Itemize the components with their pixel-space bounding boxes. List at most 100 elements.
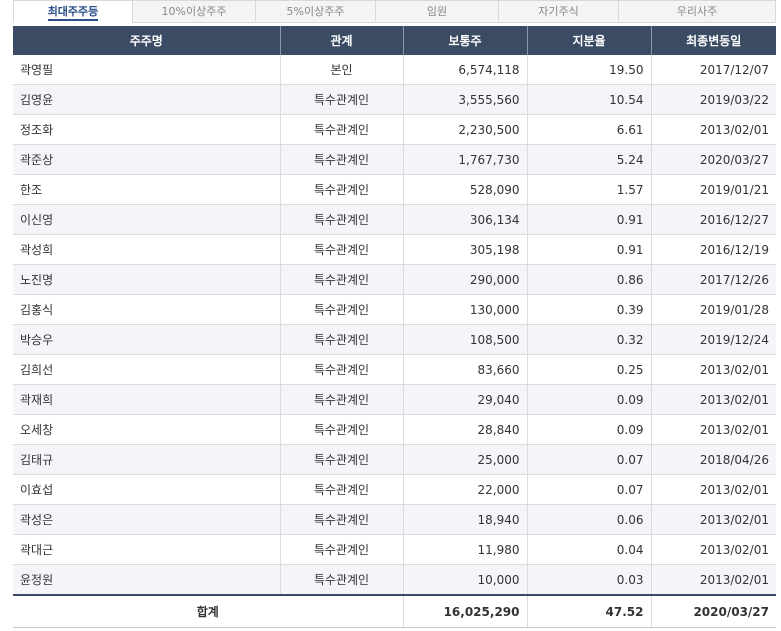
relation-cell: 특수관계인 <box>280 504 404 535</box>
tab-executives[interactable]: 임원 <box>376 0 499 23</box>
shares-cell: 130,000 <box>403 294 528 325</box>
relation-cell: 특수관계인 <box>280 264 404 295</box>
relation-cell: 특수관계인 <box>280 234 404 265</box>
shareholder-name: 김희선 <box>13 354 281 385</box>
ratio-cell: 0.25 <box>527 354 652 385</box>
shareholder-name: 박승우 <box>13 324 281 355</box>
shareholder-name: 정조화 <box>13 114 281 145</box>
date-cell: 2013/02/01 <box>651 474 776 505</box>
table-row: 박승우 특수관계인 108,500 0.32 2019/12/24 <box>13 324 776 355</box>
shareholder-name: 김홍식 <box>13 294 281 325</box>
tab-bar: 최대주주등 10%이상주주 5%이상주주 임원 자기주식 우리사주 <box>13 0 776 23</box>
table-row: 노진명 특수관계인 290,000 0.86 2017/12/26 <box>13 264 776 295</box>
shareholder-name: 김태규 <box>13 444 281 475</box>
col-header-name[interactable]: 주주명 <box>13 26 281 55</box>
date-cell: 2018/04/26 <box>651 444 776 475</box>
ratio-cell: 5.24 <box>527 144 652 175</box>
table-row: 이효섭 특수관계인 22,000 0.07 2013/02/01 <box>13 474 776 505</box>
shares-cell: 83,660 <box>403 354 528 385</box>
ratio-cell: 0.91 <box>527 204 652 235</box>
relation-cell: 특수관계인 <box>280 114 404 145</box>
date-cell: 2013/02/01 <box>651 414 776 445</box>
col-header-date[interactable]: 최종변동일 <box>651 26 776 55</box>
shares-cell: 2,230,500 <box>403 114 528 145</box>
shareholder-name: 곽성희 <box>13 234 281 265</box>
col-header-shares[interactable]: 보통주 <box>403 26 528 55</box>
ratio-cell: 0.06 <box>527 504 652 535</box>
shareholder-table: 주주명 관계 보통주 지분율 최종변동일 곽영필 본인 6,574,118 19.50… <box>13 26 776 628</box>
shares-cell: 10,000 <box>403 564 528 596</box>
date-cell: 2016/12/27 <box>651 204 776 235</box>
ratio-cell: 0.86 <box>527 264 652 295</box>
shares-cell: 290,000 <box>403 264 528 295</box>
ratio-cell: 0.07 <box>527 474 652 505</box>
date-cell: 2019/01/28 <box>651 294 776 325</box>
ratio-cell: 10.54 <box>527 84 652 115</box>
relation-cell: 특수관계인 <box>280 474 404 505</box>
table-row: 이신영 특수관계인 306,134 0.91 2016/12/27 <box>13 204 776 235</box>
tab-5pct-shareholders[interactable]: 5%이상주주 <box>256 0 376 23</box>
tab-10pct-shareholders[interactable]: 10%이상주주 <box>133 0 256 23</box>
relation-cell: 특수관계인 <box>280 174 404 205</box>
col-header-ratio[interactable]: 지분율 <box>527 26 652 55</box>
ratio-cell: 0.09 <box>527 384 652 415</box>
shares-cell: 108,500 <box>403 324 528 355</box>
date-cell: 2013/02/01 <box>651 564 776 596</box>
ratio-cell: 0.32 <box>527 324 652 355</box>
table-row: 곽준상 특수관계인 1,767,730 5.24 2020/03/27 <box>13 144 776 175</box>
date-cell: 2019/01/21 <box>651 174 776 205</box>
relation-cell: 특수관계인 <box>280 144 404 175</box>
tab-employee-stock[interactable]: 우리사주 <box>619 0 776 23</box>
date-cell: 2019/03/22 <box>651 84 776 115</box>
shares-cell: 22,000 <box>403 474 528 505</box>
relation-cell: 특수관계인 <box>280 534 404 565</box>
shares-cell: 6,574,118 <box>403 55 528 85</box>
relation-cell: 특수관계인 <box>280 204 404 235</box>
date-cell: 2013/02/01 <box>651 504 776 535</box>
shares-cell: 3,555,560 <box>403 84 528 115</box>
table-row: 한조 특수관계인 528,090 1.57 2019/01/21 <box>13 174 776 205</box>
shareholder-name: 한조 <box>13 174 281 205</box>
shareholder-name: 노진명 <box>13 264 281 295</box>
shares-cell: 25,000 <box>403 444 528 475</box>
table-row: 김영윤 특수관계인 3,555,560 10.54 2019/03/22 <box>13 84 776 115</box>
relation-cell: 특수관계인 <box>280 324 404 355</box>
shares-cell: 305,198 <box>403 234 528 265</box>
total-shares: 16,025,290 <box>403 594 528 628</box>
relation-cell: 특수관계인 <box>280 564 404 596</box>
shareholder-name: 곽대근 <box>13 534 281 565</box>
shareholder-name: 이효섭 <box>13 474 281 505</box>
date-cell: 2013/02/01 <box>651 534 776 565</box>
ratio-cell: 0.39 <box>527 294 652 325</box>
date-cell: 2020/03/27 <box>651 144 776 175</box>
shares-cell: 1,767,730 <box>403 144 528 175</box>
tab-largest-shareholders[interactable]: 최대주주등 <box>13 0 133 23</box>
shares-cell: 11,980 <box>403 534 528 565</box>
date-cell: 2013/02/01 <box>651 354 776 385</box>
ratio-cell: 0.09 <box>527 414 652 445</box>
shareholder-name: 곽성은 <box>13 504 281 535</box>
total-label: 합계 <box>13 594 404 628</box>
relation-cell: 특수관계인 <box>280 384 404 415</box>
shares-cell: 18,940 <box>403 504 528 535</box>
col-header-relation[interactable]: 관계 <box>280 26 404 55</box>
shareholder-name: 김영윤 <box>13 84 281 115</box>
tab-treasury-stock[interactable]: 자기주식 <box>499 0 619 23</box>
table-row: 곽성은 특수관계인 18,940 0.06 2013/02/01 <box>13 504 776 535</box>
total-date: 2020/03/27 <box>651 594 776 628</box>
table-row: 곽성희 특수관계인 305,198 0.91 2016/12/19 <box>13 234 776 265</box>
table-header-row: 주주명 관계 보통주 지분율 최종변동일 <box>13 26 776 55</box>
shares-cell: 28,840 <box>403 414 528 445</box>
date-cell: 2019/12/24 <box>651 324 776 355</box>
date-cell: 2016/12/19 <box>651 234 776 265</box>
date-cell: 2017/12/26 <box>651 264 776 295</box>
table-row: 김희선 특수관계인 83,660 0.25 2013/02/01 <box>13 354 776 385</box>
shares-cell: 306,134 <box>403 204 528 235</box>
shares-cell: 29,040 <box>403 384 528 415</box>
shareholder-name: 오세창 <box>13 414 281 445</box>
relation-cell: 특수관계인 <box>280 354 404 385</box>
ratio-cell: 19.50 <box>527 55 652 85</box>
shareholder-name: 윤정원 <box>13 564 281 596</box>
table-row: 오세창 특수관계인 28,840 0.09 2013/02/01 <box>13 414 776 445</box>
table-row: 윤정원 특수관계인 10,000 0.03 2013/02/01 <box>13 564 776 596</box>
